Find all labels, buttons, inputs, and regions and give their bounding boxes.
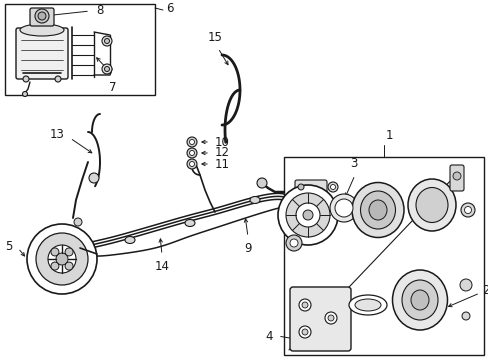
Circle shape xyxy=(51,262,59,270)
Circle shape xyxy=(460,203,474,217)
Ellipse shape xyxy=(249,197,260,203)
FancyBboxPatch shape xyxy=(30,8,54,26)
Circle shape xyxy=(35,9,49,23)
FancyBboxPatch shape xyxy=(449,165,463,191)
Ellipse shape xyxy=(184,220,195,226)
Text: 13: 13 xyxy=(50,127,65,140)
Circle shape xyxy=(257,178,266,188)
Text: 4: 4 xyxy=(265,329,272,342)
Circle shape xyxy=(65,262,73,270)
Text: 3: 3 xyxy=(349,157,357,170)
Ellipse shape xyxy=(125,237,135,243)
Circle shape xyxy=(285,235,302,251)
Circle shape xyxy=(55,76,61,82)
Circle shape xyxy=(56,253,68,265)
Circle shape xyxy=(303,210,312,220)
Circle shape xyxy=(327,182,337,192)
Circle shape xyxy=(186,148,197,158)
Circle shape xyxy=(298,299,310,311)
Circle shape xyxy=(302,302,307,308)
Circle shape xyxy=(459,279,471,291)
Circle shape xyxy=(186,137,197,147)
Text: 6: 6 xyxy=(165,3,173,15)
Text: 8: 8 xyxy=(96,4,103,17)
Circle shape xyxy=(186,159,197,169)
Circle shape xyxy=(23,76,29,82)
FancyBboxPatch shape xyxy=(16,28,68,79)
Text: 2: 2 xyxy=(481,284,488,297)
Circle shape xyxy=(289,239,297,247)
Text: 12: 12 xyxy=(215,147,229,159)
Circle shape xyxy=(104,39,109,44)
Ellipse shape xyxy=(407,179,455,231)
Circle shape xyxy=(285,193,329,237)
Circle shape xyxy=(104,67,109,72)
Text: 11: 11 xyxy=(215,158,229,171)
Circle shape xyxy=(297,184,304,190)
Circle shape xyxy=(22,91,27,96)
Circle shape xyxy=(189,150,194,156)
Text: 7: 7 xyxy=(109,81,117,94)
Circle shape xyxy=(452,172,460,180)
Circle shape xyxy=(295,203,319,227)
Circle shape xyxy=(189,139,194,144)
Text: 1: 1 xyxy=(385,129,393,142)
Text: 10: 10 xyxy=(215,135,229,148)
Text: 9: 9 xyxy=(244,242,251,255)
Circle shape xyxy=(278,185,337,245)
Circle shape xyxy=(65,248,73,256)
Circle shape xyxy=(27,224,97,294)
Ellipse shape xyxy=(354,299,380,311)
Ellipse shape xyxy=(348,295,386,315)
Ellipse shape xyxy=(415,188,447,222)
Circle shape xyxy=(330,184,335,189)
Bar xyxy=(5,4,155,95)
Ellipse shape xyxy=(351,183,403,238)
Circle shape xyxy=(89,173,99,183)
Circle shape xyxy=(334,199,352,217)
Circle shape xyxy=(461,312,469,320)
Circle shape xyxy=(298,326,310,338)
Circle shape xyxy=(329,194,357,222)
Circle shape xyxy=(464,207,470,213)
Circle shape xyxy=(51,248,59,256)
Circle shape xyxy=(102,64,112,74)
Ellipse shape xyxy=(20,24,64,36)
FancyBboxPatch shape xyxy=(289,287,350,351)
FancyBboxPatch shape xyxy=(294,180,326,194)
Ellipse shape xyxy=(368,200,386,220)
Circle shape xyxy=(48,245,76,273)
Ellipse shape xyxy=(392,270,447,330)
Circle shape xyxy=(74,218,82,226)
Circle shape xyxy=(327,315,333,321)
Bar xyxy=(284,157,483,355)
Ellipse shape xyxy=(410,290,428,310)
Text: 14: 14 xyxy=(154,260,169,273)
Ellipse shape xyxy=(401,280,437,320)
Circle shape xyxy=(302,329,307,335)
Circle shape xyxy=(325,312,336,324)
Circle shape xyxy=(38,12,46,20)
Circle shape xyxy=(189,162,194,166)
Circle shape xyxy=(102,36,112,46)
Ellipse shape xyxy=(360,191,395,229)
Circle shape xyxy=(36,233,88,285)
Text: 15: 15 xyxy=(207,31,222,44)
Text: 5: 5 xyxy=(6,239,13,252)
